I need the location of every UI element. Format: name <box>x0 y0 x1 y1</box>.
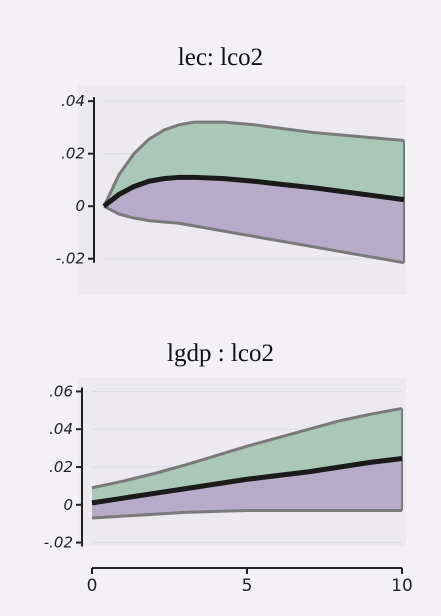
x-tick-label: 5 <box>242 576 253 596</box>
ci-band-upper <box>92 408 402 503</box>
upper-bound-line <box>102 120 405 207</box>
upper-bound-line <box>91 406 403 490</box>
y-tick-label: 0 <box>63 496 73 514</box>
y-tick-label: -.02 <box>44 534 73 552</box>
y-tick-label: .02 <box>61 145 85 163</box>
y-tick-label: .04 <box>61 92 85 110</box>
chart-panel-2: .06 .04 .02 0 -.02 0 5 10 <box>44 378 413 596</box>
x-tick-label: 10 <box>391 576 413 596</box>
panel-1-title: lec: lco2 <box>177 44 264 71</box>
y-tick-label: .02 <box>49 458 73 476</box>
irf-line <box>91 456 403 506</box>
lower-bound-line <box>103 204 405 265</box>
x-tick-label: 0 <box>87 576 98 596</box>
ci-band-lower <box>92 458 402 518</box>
y-tick-label: -.02 <box>56 250 85 268</box>
y-tick-label: 0 <box>75 197 85 215</box>
panel-2-title: lgdp : lco2 <box>167 340 274 367</box>
y-tick-label: .04 <box>49 420 73 438</box>
ci-band-upper <box>104 122 404 207</box>
y-tick-label: .06 <box>49 382 73 400</box>
lower-bound-line <box>91 508 402 520</box>
chart-panel-1: .04 .02 0 -.02 <box>56 85 406 295</box>
ci-band-lower <box>104 177 404 263</box>
irf-line <box>102 174 405 209</box>
